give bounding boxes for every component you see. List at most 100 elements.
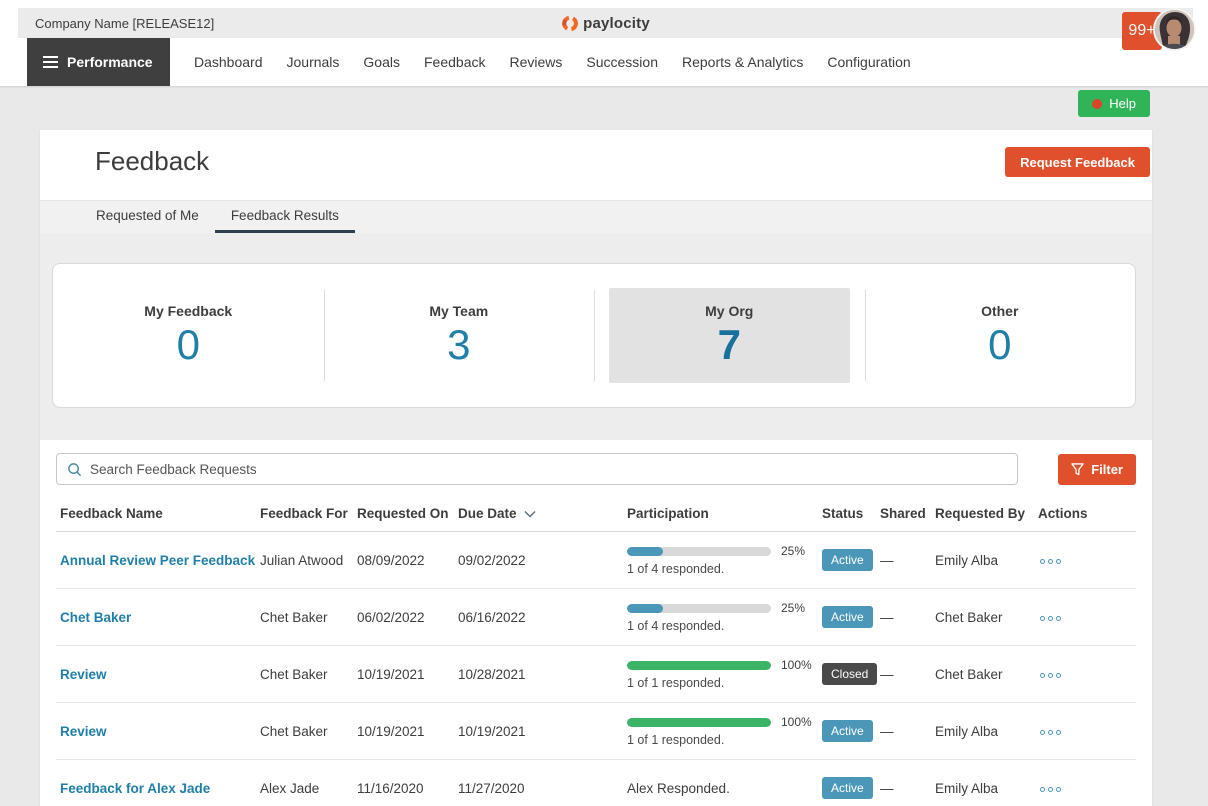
sort-chevron-down-icon[interactable]: [524, 510, 536, 518]
participation-percent: 100%: [781, 715, 812, 729]
participation-detail: 1 of 1 responded.: [627, 733, 818, 747]
feedback-for-cell: Chet Baker: [256, 724, 353, 739]
user-avatar[interactable]: [1155, 10, 1194, 49]
paylocity-logo: paylocity: [561, 15, 650, 32]
summary-panel: My Feedback 0 My Team 3 My Org 7 Other 0: [52, 263, 1136, 408]
participation-bar: 100%: [627, 715, 818, 729]
row-actions-menu-icon[interactable]: [1038, 783, 1063, 796]
tab-requested-of-me[interactable]: Requested of Me: [80, 201, 215, 233]
status-badge: Active: [822, 720, 873, 742]
table-row: Chet Baker Chet Baker 06/02/2022 06/16/2…: [56, 589, 1136, 646]
company-name: Company Name [RELEASE12]: [35, 16, 214, 31]
participation-percent: 25%: [781, 601, 805, 615]
requested-on-cell: 06/02/2022: [353, 610, 454, 625]
row-actions-menu-icon[interactable]: [1038, 555, 1063, 568]
top-bar: Company Name [RELEASE12] paylocity: [18, 8, 1193, 38]
search-icon: [67, 462, 82, 477]
feedback-name-link[interactable]: Chet Baker: [60, 610, 131, 625]
search-box[interactable]: [56, 453, 1018, 485]
due-date-cell: 09/02/2022: [454, 553, 623, 568]
filter-funnel-icon: [1071, 463, 1084, 476]
column-header-due-date[interactable]: Due Date: [454, 506, 623, 521]
summary-band: My Feedback 0 My Team 3 My Org 7 Other 0: [40, 233, 1152, 440]
requested-by-cell: Emily Alba: [931, 781, 1034, 796]
summary-card-value: 7: [718, 321, 741, 369]
due-date-cell: 10/19/2021: [454, 724, 623, 739]
filter-label: Filter: [1091, 462, 1123, 477]
participation-cell: 100% 1 of 1 responded.: [623, 658, 818, 690]
participation-cell: 25% 1 of 4 responded.: [623, 544, 818, 576]
nav-item-goals[interactable]: Goals: [351, 54, 412, 70]
nav-item-reviews[interactable]: Reviews: [497, 54, 574, 70]
column-header-participation[interactable]: Participation: [623, 506, 818, 521]
shared-cell: —: [876, 610, 931, 625]
due-date-cell: 06/16/2022: [454, 610, 623, 625]
feedback-for-cell: Chet Baker: [256, 667, 353, 682]
paylocity-logo-icon: [561, 15, 578, 32]
shared-cell: —: [876, 667, 931, 682]
app-window: Company Name [RELEASE12] paylocity 99+ P…: [0, 0, 1208, 806]
requested-by-cell: Emily Alba: [931, 724, 1034, 739]
participation-bar: 25%: [627, 601, 818, 615]
row-actions-menu-icon[interactable]: [1038, 726, 1063, 739]
participation-cell: 25% 1 of 4 responded.: [623, 601, 818, 633]
column-header-requested-by[interactable]: Requested By: [931, 506, 1034, 521]
page-title: Feedback: [95, 146, 209, 177]
summary-card-label: My Team: [429, 303, 488, 319]
row-actions-menu-icon[interactable]: [1038, 669, 1063, 682]
summary-card-my-feedback[interactable]: My Feedback 0: [53, 264, 324, 407]
tab-feedback-results[interactable]: Feedback Results: [215, 201, 355, 233]
column-header-actions[interactable]: Actions: [1034, 506, 1136, 521]
nav-item-reports-analytics[interactable]: Reports & Analytics: [670, 54, 815, 70]
row-actions-menu-icon[interactable]: [1038, 612, 1063, 625]
summary-card-label: Other: [981, 303, 1018, 319]
filter-button[interactable]: Filter: [1058, 454, 1136, 485]
column-header-feedback-for[interactable]: Feedback For: [256, 506, 353, 521]
summary-card-my-team[interactable]: My Team 3: [324, 264, 595, 407]
summary-card-other[interactable]: Other 0: [865, 264, 1136, 407]
tab-strip: Requested of MeFeedback Results: [40, 200, 1152, 233]
participation-bar: 100%: [627, 658, 818, 672]
table-row: Review Chet Baker 10/19/2021 10/19/2021 …: [56, 703, 1136, 760]
nav-item-dashboard[interactable]: Dashboard: [182, 54, 275, 70]
shared-cell: —: [876, 724, 931, 739]
request-feedback-button[interactable]: Request Feedback: [1005, 147, 1150, 177]
help-button[interactable]: Help: [1078, 90, 1150, 117]
feedback-for-cell: Alex Jade: [256, 781, 353, 796]
participation-percent: 100%: [781, 658, 812, 672]
status-badge: Active: [822, 777, 873, 799]
search-input[interactable]: [90, 462, 1007, 477]
nav-item-succession[interactable]: Succession: [574, 54, 670, 70]
paylocity-logo-text: paylocity: [583, 15, 650, 32]
column-header-status[interactable]: Status: [818, 506, 876, 521]
column-header-requested-on[interactable]: Requested On: [353, 506, 454, 521]
module-menu-button[interactable]: Performance: [27, 38, 170, 86]
page-background: Help Feedback Request Feedback Requested…: [0, 86, 1208, 806]
table-row: Annual Review Peer Feedback Julian Atwoo…: [56, 532, 1136, 589]
status-badge: Active: [822, 606, 873, 628]
summary-card-value: 0: [988, 321, 1011, 369]
column-header-feedback-name[interactable]: Feedback Name: [56, 506, 256, 521]
feedback-name-link[interactable]: Review: [60, 724, 107, 739]
card-header: Feedback Request Feedback: [40, 130, 1152, 200]
table-header-row: Feedback Name Feedback For Requested On …: [56, 496, 1136, 532]
nav-item-feedback[interactable]: Feedback: [412, 54, 497, 70]
feedback-name-link[interactable]: Review: [60, 667, 107, 682]
shared-cell: —: [876, 553, 931, 568]
summary-card-value: 3: [447, 321, 470, 369]
feedback-for-cell: Julian Atwood: [256, 553, 353, 568]
participation-detail: 1 of 4 responded.: [627, 562, 818, 576]
column-header-shared[interactable]: Shared: [876, 506, 931, 521]
nav-item-configuration[interactable]: Configuration: [815, 54, 922, 70]
nav-item-journals[interactable]: Journals: [275, 54, 352, 70]
summary-card-my-org[interactable]: My Org 7: [594, 264, 865, 407]
feedback-for-cell: Chet Baker: [256, 610, 353, 625]
table-body: Annual Review Peer Feedback Julian Atwoo…: [56, 532, 1136, 806]
participation-percent: 25%: [781, 544, 805, 558]
participation-detail: 1 of 4 responded.: [627, 619, 818, 633]
requested-on-cell: 08/09/2022: [353, 553, 454, 568]
requested-by-cell: Chet Baker: [931, 667, 1034, 682]
feedback-name-link[interactable]: Feedback for Alex Jade: [60, 781, 210, 796]
feedback-name-link[interactable]: Annual Review Peer Feedback: [60, 553, 255, 568]
module-name: Performance: [67, 54, 153, 70]
